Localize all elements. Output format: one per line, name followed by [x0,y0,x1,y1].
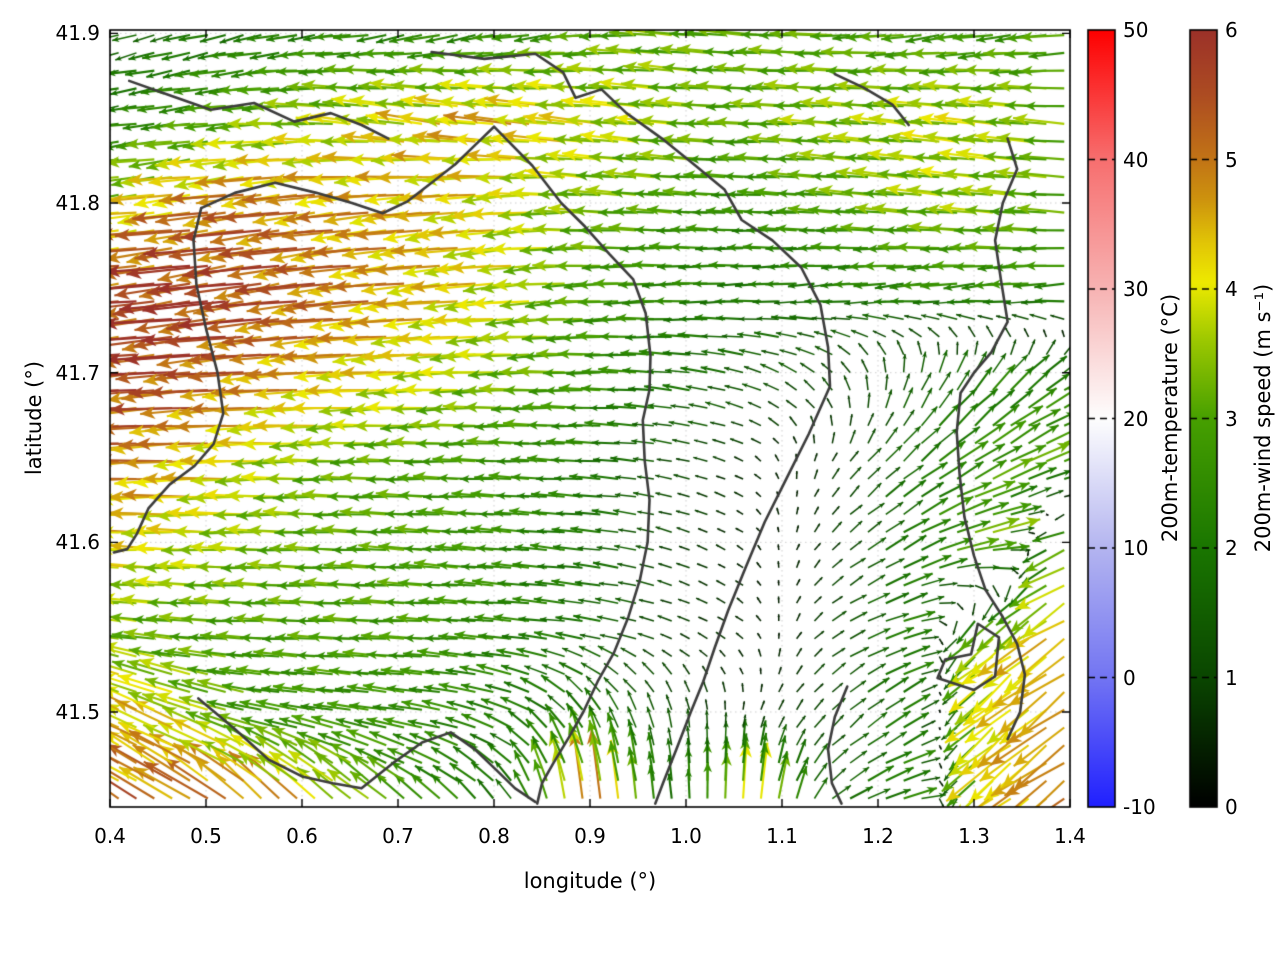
windspeed-cb-tick-label: 4 [1225,277,1238,301]
temperature-cb-tick-label: 10 [1123,536,1149,560]
temperature-cb-tick-label: 30 [1123,277,1149,301]
colorbar-temperature-label: 200m-temperature (°C) [1158,293,1182,543]
temperature-cb-tick-label: -10 [1123,795,1156,819]
y-axis-label: latitude (°) [22,360,46,476]
y-tick-label: 41.9 [55,21,100,46]
x-tick-label: 0.4 [94,824,126,848]
x-tick-label: 1.4 [1054,824,1086,848]
x-tick-label: 1.0 [670,824,702,848]
y-tick-label: 41.7 [55,360,100,385]
windspeed-cb-tick-label: 3 [1225,406,1238,431]
windspeed-cb-tick-label: 5 [1225,147,1238,172]
x-tick-label: 1.2 [862,824,894,848]
x-axis-label: longitude (°) [523,869,657,893]
x-tick-label: 0.8 [478,824,510,848]
temperature-cb-tick-label: 0 [1123,665,1136,690]
y-tick-label: 41.5 [55,699,100,724]
x-tick-label: 0.9 [574,824,606,848]
windspeed-cb-tick-label: 6 [1225,18,1238,42]
windspeed-cb-tick-label: 1 [1225,665,1238,690]
y-tick-label: 41.6 [55,530,100,555]
x-tick-label: 0.5 [190,824,222,848]
x-tick-label: 0.7 [382,824,414,848]
y-tick-label: 41.8 [55,191,100,216]
colorbar-windspeed-label: 200m-wind speed (m s⁻¹) [1251,283,1275,553]
x-tick-label: 1.1 [766,824,798,848]
temperature-cb-tick-label: 40 [1123,147,1149,172]
windspeed-cb-tick-label: 2 [1225,536,1238,560]
windspeed-cb-tick-label: 0 [1225,795,1238,819]
temperature-cb-tick-label: 50 [1123,18,1149,42]
temperature-cb-tick-label: 20 [1123,406,1149,431]
x-tick-label: 0.6 [286,824,318,848]
x-tick-label: 1.3 [958,824,990,848]
